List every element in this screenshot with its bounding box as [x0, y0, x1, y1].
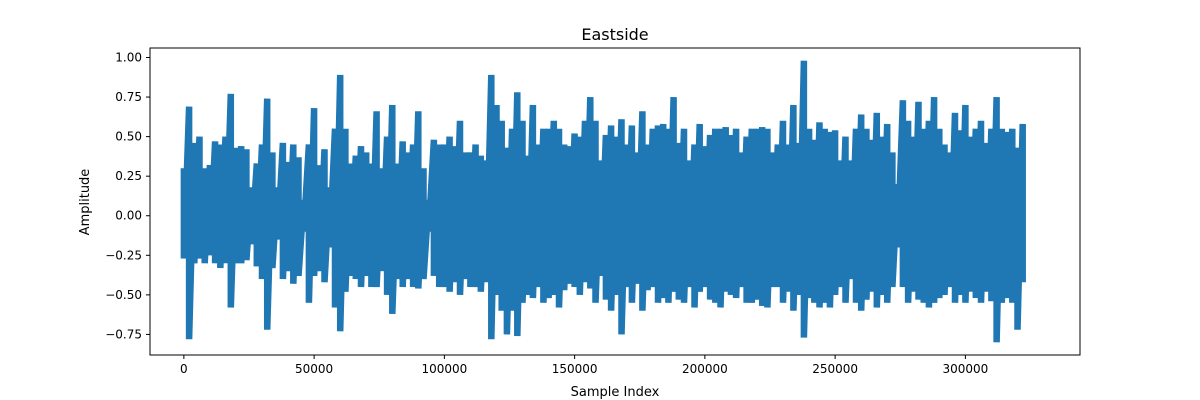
waveform-series-line [180, 60, 1026, 343]
x-tick-label: 200000 [682, 362, 728, 376]
y-tick-label: −0.25 [105, 248, 142, 262]
y-tick-label: 0.00 [115, 209, 142, 223]
y-tick-label: −0.75 [105, 327, 142, 341]
x-tick-label: 150000 [552, 362, 598, 376]
y-tick-label: 0.50 [115, 130, 142, 144]
y-axis-label: Amplitude [78, 169, 93, 236]
y-tick-label: −0.50 [105, 288, 142, 302]
x-axis-label: Sample Index [571, 385, 660, 400]
y-axis: −0.75 −0.50 −0.25 0.00 0.25 0.50 0.75 1.00 [105, 50, 150, 341]
y-tick-label: 1.00 [115, 50, 142, 64]
y-tick-label: 0.75 [115, 90, 142, 104]
x-tick-label: 300000 [942, 362, 988, 376]
x-tick-label: 0 [180, 362, 188, 376]
x-tick-label: 100000 [421, 362, 467, 376]
x-tick-label: 50000 [295, 362, 333, 376]
chart-title: Eastside [581, 25, 648, 44]
plot-frame [149, 47, 1081, 356]
y-tick-label: 0.25 [115, 169, 142, 183]
x-axis: 0 50000 100000 150000 200000 250000 300000 [180, 355, 988, 376]
x-tick-label: 250000 [812, 362, 858, 376]
plot-area [180, 60, 1026, 343]
